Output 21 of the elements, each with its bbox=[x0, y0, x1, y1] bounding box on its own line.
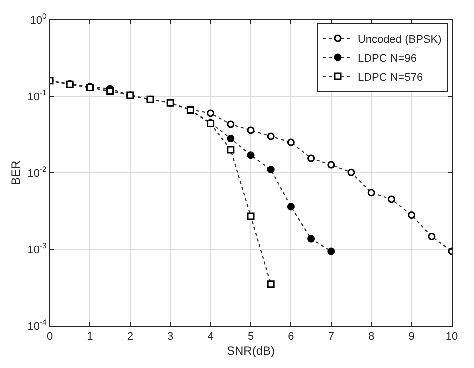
x-tick-label: 4 bbox=[208, 331, 214, 344]
x-tick-label: 1 bbox=[87, 331, 94, 344]
y-axis-title: BER bbox=[9, 160, 24, 186]
x-tick-label: 10 bbox=[446, 331, 458, 344]
x-axis-title: SNR(dB) bbox=[226, 344, 276, 358]
x-tick-label: 6 bbox=[288, 331, 294, 344]
x-tick-label: 9 bbox=[408, 331, 415, 344]
y-tick-label: 10$^{0}$ bbox=[30, 12, 47, 27]
x-tick-label: 2 bbox=[127, 331, 134, 344]
y-tick-label: 10$^{-3}$ bbox=[28, 242, 47, 256]
x-tick-label: 7 bbox=[328, 331, 334, 344]
legend-label: LDPC N=96 bbox=[358, 52, 417, 65]
legend-label: Uncoded (BPSK) bbox=[358, 34, 442, 46]
y-tick-label: 10$^{-2}$ bbox=[28, 165, 47, 180]
x-tick-label: 5 bbox=[248, 331, 254, 344]
y-tick-label: 10$^{-4}$ bbox=[28, 318, 48, 333]
x-tick-label: 8 bbox=[368, 331, 375, 344]
x-tick-label: 3 bbox=[168, 331, 174, 344]
y-tick-label: 10$^{-1}$ bbox=[28, 88, 47, 104]
legend-label: LDPC N=576 bbox=[358, 72, 424, 84]
x-tick-label: 0 bbox=[46, 331, 54, 344]
